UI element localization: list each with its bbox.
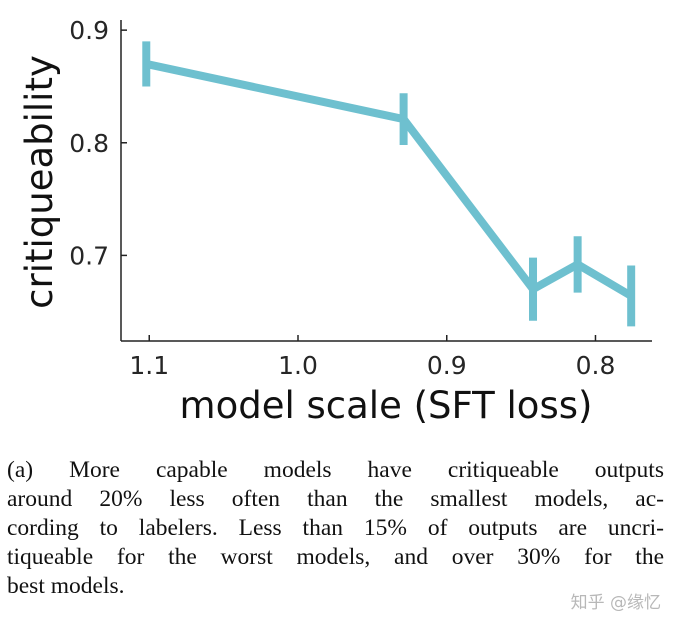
caption-line: best models. bbox=[7, 573, 125, 599]
caption-line: around 20% less often than the smallest … bbox=[7, 486, 664, 512]
x-tick-label: 0.8 bbox=[576, 351, 616, 380]
x-tick-label: 1.1 bbox=[129, 351, 169, 380]
y-tick-label: 0.8 bbox=[69, 129, 109, 158]
figure-caption: (a) More capable models have critiqueabl… bbox=[7, 456, 664, 601]
caption-line: (a) More capable models have critiqueabl… bbox=[7, 457, 664, 483]
caption-line: cording to labelers. Less than 15% of ou… bbox=[7, 515, 664, 541]
y-tick-label: 0.9 bbox=[69, 16, 109, 45]
caption-line: tiqueable for the worst models, and over… bbox=[7, 544, 664, 570]
watermark: 知乎 @缘忆 bbox=[570, 593, 661, 613]
x-tick-label: 0.9 bbox=[427, 351, 467, 380]
y-tick-label: 0.7 bbox=[69, 241, 109, 270]
series-line bbox=[145, 60, 634, 300]
line-chart: 1.1 1.0 0.9 0.8 0.9 0.8 0.7 critiqueability mo… bbox=[18, 16, 652, 427]
x-tick-label: 1.0 bbox=[278, 351, 318, 380]
x-axis-label: model scale (SFT loss) bbox=[180, 384, 593, 427]
y-axis-label: critiqueability bbox=[18, 55, 61, 309]
